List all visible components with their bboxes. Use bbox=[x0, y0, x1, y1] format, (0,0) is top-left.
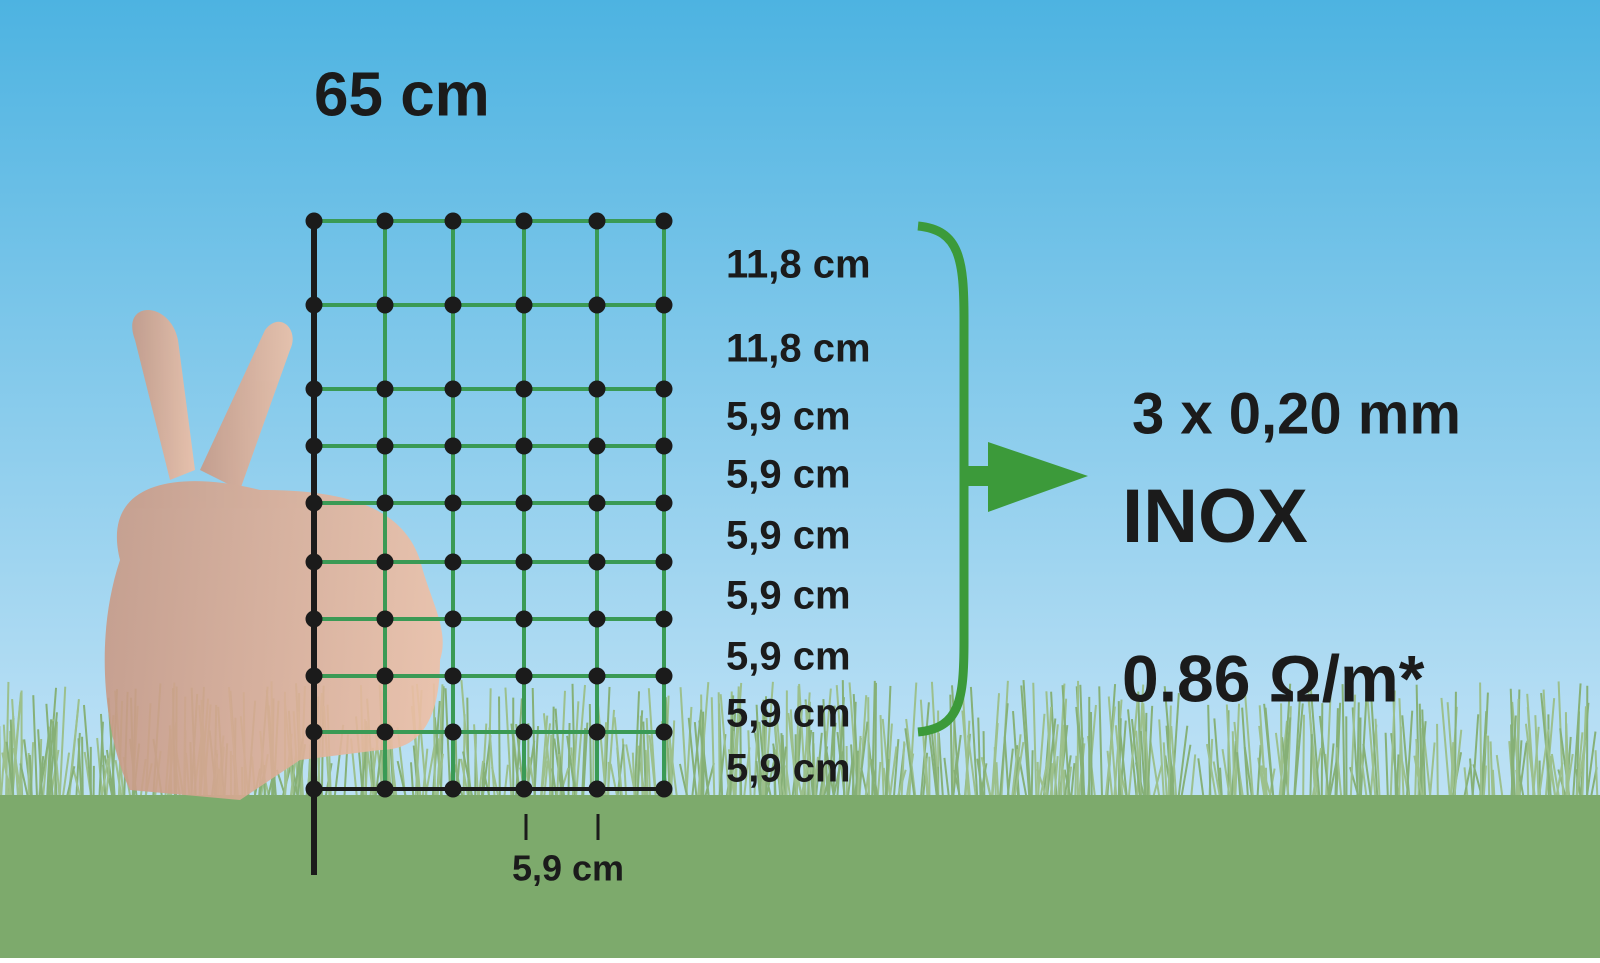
net-knot bbox=[656, 724, 673, 741]
net-knot bbox=[445, 781, 462, 798]
net-knot bbox=[445, 668, 462, 685]
row-spacing-label: 11,8 cm bbox=[726, 327, 871, 371]
net-knot bbox=[516, 724, 533, 741]
grass-blade bbox=[1032, 750, 1033, 800]
grass-blade bbox=[1075, 756, 1076, 800]
net-knot bbox=[377, 381, 394, 398]
net-knot bbox=[445, 724, 462, 741]
net-knot bbox=[589, 724, 606, 741]
grass-blade bbox=[1281, 703, 1282, 800]
net-knot bbox=[306, 381, 323, 398]
net-knot bbox=[656, 668, 673, 685]
net-knot bbox=[377, 438, 394, 455]
net-knot bbox=[306, 297, 323, 314]
net-knot bbox=[377, 213, 394, 230]
row-spacing-label: 5,9 cm bbox=[726, 453, 851, 497]
net-knot bbox=[445, 438, 462, 455]
net-knot bbox=[445, 297, 462, 314]
resistance-label: 0.86 Ω/m* bbox=[1122, 641, 1425, 715]
column-spacing-label: 5,9 cm bbox=[512, 848, 624, 889]
net-knot bbox=[516, 611, 533, 628]
wire-label: 3 x 0,20 mm bbox=[1132, 381, 1461, 446]
net-knot bbox=[306, 554, 323, 571]
net-knot bbox=[656, 554, 673, 571]
net-knot bbox=[516, 668, 533, 685]
height-label: 65 cm bbox=[314, 60, 490, 129]
net-knot bbox=[589, 781, 606, 798]
row-spacing-label: 5,9 cm bbox=[726, 574, 851, 618]
net-knot bbox=[377, 781, 394, 798]
net-knot bbox=[589, 668, 606, 685]
grass-blade bbox=[1488, 736, 1489, 800]
grass-blade bbox=[467, 698, 468, 800]
net-knot bbox=[589, 297, 606, 314]
net-knot bbox=[377, 724, 394, 741]
net-knot bbox=[516, 781, 533, 798]
net-knot bbox=[516, 438, 533, 455]
net-knot bbox=[516, 381, 533, 398]
grass-blade bbox=[1303, 715, 1304, 800]
net-knot bbox=[377, 495, 394, 512]
net-knot bbox=[306, 611, 323, 628]
grass-blade bbox=[868, 697, 869, 800]
net-knot bbox=[516, 213, 533, 230]
net-knot bbox=[445, 381, 462, 398]
row-spacing-label: 5,9 cm bbox=[726, 692, 851, 736]
net-knot bbox=[445, 554, 462, 571]
net-knot bbox=[656, 297, 673, 314]
row-spacing-label: 5,9 cm bbox=[726, 395, 851, 439]
grass-blade bbox=[1322, 703, 1323, 800]
grass-blade bbox=[1038, 762, 1039, 800]
net-knot bbox=[306, 781, 323, 798]
net-knot bbox=[306, 495, 323, 512]
net-knot bbox=[377, 297, 394, 314]
net-knot bbox=[306, 724, 323, 741]
net-knot bbox=[589, 495, 606, 512]
net-knot bbox=[656, 213, 673, 230]
grass-blade bbox=[1360, 718, 1361, 800]
net-knot bbox=[516, 297, 533, 314]
grass-blade bbox=[1566, 712, 1567, 800]
grass-blade bbox=[1437, 724, 1438, 800]
grass-blade bbox=[499, 696, 500, 800]
net-knot bbox=[516, 554, 533, 571]
net-knot bbox=[377, 611, 394, 628]
net-knot bbox=[589, 611, 606, 628]
grass-blade bbox=[82, 737, 83, 800]
net-knot bbox=[377, 554, 394, 571]
net-knot bbox=[516, 495, 533, 512]
net-knot bbox=[445, 495, 462, 512]
net-knot bbox=[445, 213, 462, 230]
net-knot bbox=[656, 495, 673, 512]
net-knot bbox=[377, 668, 394, 685]
material-label: INOX bbox=[1122, 474, 1308, 559]
net-knot bbox=[306, 668, 323, 685]
row-spacing-label: 5,9 cm bbox=[726, 514, 851, 558]
net-knot bbox=[589, 213, 606, 230]
grass-blade bbox=[875, 683, 876, 800]
net-knot bbox=[589, 381, 606, 398]
net-knot bbox=[589, 438, 606, 455]
net-knot bbox=[589, 554, 606, 571]
grass-blade bbox=[552, 707, 553, 800]
net-knot bbox=[656, 438, 673, 455]
row-spacing-label: 5,9 cm bbox=[726, 635, 851, 679]
net-knot bbox=[656, 611, 673, 628]
net-knot bbox=[656, 381, 673, 398]
grass-blade bbox=[1480, 682, 1481, 800]
ground bbox=[0, 795, 1600, 958]
row-spacing-label: 11,8 cm bbox=[726, 243, 871, 287]
row-spacing-label: 5,9 cm bbox=[726, 747, 851, 791]
net-knot bbox=[445, 611, 462, 628]
grass-blade bbox=[1091, 712, 1092, 800]
net-knot bbox=[306, 213, 323, 230]
net-knot bbox=[306, 438, 323, 455]
net-knot bbox=[656, 781, 673, 798]
